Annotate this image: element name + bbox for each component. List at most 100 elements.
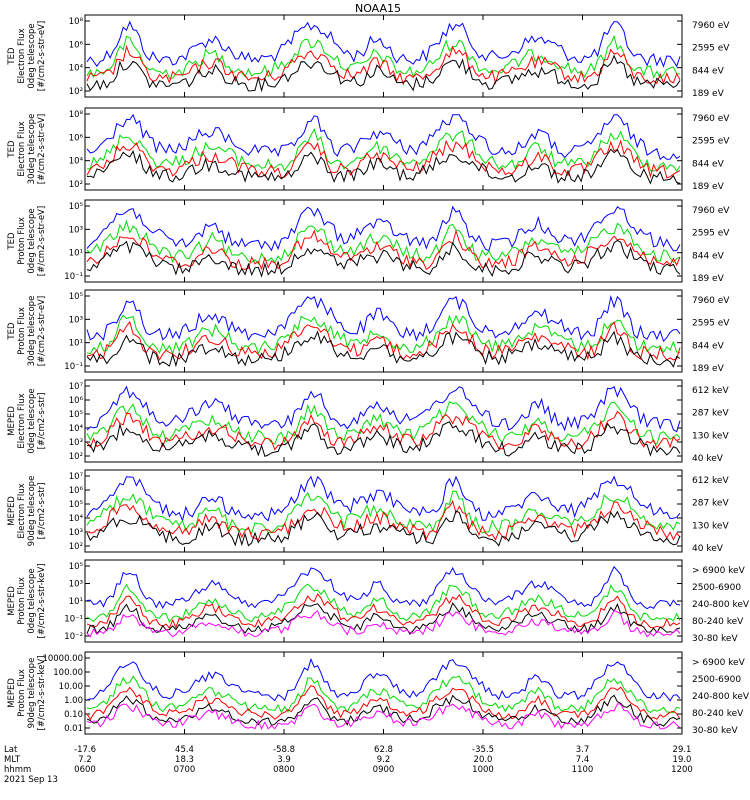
legend-entry: 7960 eV xyxy=(692,114,730,124)
y-tick-label: 10³ xyxy=(69,580,83,590)
series-line xyxy=(86,657,681,702)
panel-frame xyxy=(84,14,683,98)
panel-ylabel-line: [#/cm2-s-str-eV] xyxy=(37,21,47,91)
legend-entry: 844 eV xyxy=(692,341,725,351)
panel-ylabel-line: Proton Flux xyxy=(17,307,27,355)
legend-entry: 2500-6900 xyxy=(692,675,741,685)
y-tick-label: 10⁵ xyxy=(69,562,83,572)
axis-tick-label: -17.6 xyxy=(74,745,96,755)
panel-ylabel-line: 0deg telescope xyxy=(27,388,37,453)
panel-ylabel-line: 0deg telescope xyxy=(27,208,37,273)
axis-tick-label: 18.3 xyxy=(175,755,194,765)
y-tick-label: 0.01 xyxy=(64,724,83,734)
y-tick-label: 10³ xyxy=(69,438,83,448)
panel-ylabel-line: [#/cm2-s-str-keV] xyxy=(37,656,47,731)
panel-ylabel-line: Electron Flux xyxy=(17,393,27,448)
axis-tick-label: 9.2 xyxy=(377,755,391,765)
series-line xyxy=(86,410,681,451)
axis-tick-label: 0800 xyxy=(273,765,295,775)
panel-ylabel-line: Electron Flux xyxy=(17,28,27,83)
axis-tick-label: 62.8 xyxy=(374,745,393,755)
axis-tick-label: 1000 xyxy=(472,765,494,775)
series-line xyxy=(86,54,681,93)
axis-tick-label: 45.4 xyxy=(175,745,194,755)
series-line xyxy=(86,500,681,541)
series-line xyxy=(86,583,681,624)
y-tick-label: 10⁷ xyxy=(69,382,84,392)
legend-entry: 40 keV xyxy=(692,544,724,554)
axis-tick-label: 1100 xyxy=(572,765,594,775)
panel-ylabel-line: Proton Flux xyxy=(17,217,27,265)
axis-row-label: MLT xyxy=(4,755,21,765)
panel-ylabel-line: Electron Flux xyxy=(17,121,27,176)
panel-ylabel-line: TED xyxy=(7,47,17,66)
legend-entry: 7960 eV xyxy=(692,21,730,31)
legend-entry: 287 keV xyxy=(692,499,729,509)
panel-2: TED Electron Flux 30deg telescope [#/cm2-s-… xyxy=(7,107,730,192)
y-tick-label: 10⁸ xyxy=(69,110,84,120)
y-tick-label: 10⁻¹ xyxy=(64,272,83,282)
panel-ylabel-line: [#/cm2-s-str] xyxy=(37,393,47,450)
series-line xyxy=(86,239,681,278)
y-tick-label: 10⁻¹ xyxy=(64,615,83,625)
series-line xyxy=(86,294,681,343)
legend-entry: 130 keV xyxy=(692,431,729,441)
axis-tick-label: 7.2 xyxy=(78,755,92,765)
y-tick-label: 10⁻² xyxy=(64,632,83,642)
series-line xyxy=(86,602,681,635)
panel-ylabel-line: TED xyxy=(7,140,17,159)
y-tick-label: 10² xyxy=(69,542,83,552)
y-tick-label: 10⁷ xyxy=(69,472,84,482)
axis-tick-label: 0700 xyxy=(174,765,196,775)
panel-ylabel-line: MEPED xyxy=(7,406,17,436)
panel-ylabel-line: MEPED xyxy=(7,678,17,708)
legend-entry: 2500-6900 xyxy=(692,583,741,593)
series-line xyxy=(86,205,681,252)
legend-entry: 30-80 keV xyxy=(692,726,738,736)
panel-7: MEPED Proton Flux 0deg telescope [#/cm2-s-s… xyxy=(7,559,750,644)
series-line xyxy=(86,609,681,638)
panel-ylabel-line: [#/cm2-s-str] xyxy=(37,483,47,540)
axis-tick-label: 19.0 xyxy=(673,755,692,765)
y-tick-label: 10⁶ xyxy=(69,133,84,143)
axis-tick-label: 0600 xyxy=(74,765,96,775)
series-line xyxy=(86,219,681,265)
panel-ylabel-line: Electron Flux xyxy=(17,483,27,538)
y-tick-label: 10⁶ xyxy=(69,40,84,50)
series-line xyxy=(86,44,681,86)
axis-tick-label: -35.5 xyxy=(472,745,494,755)
axis-date: 2021 Sep 13 xyxy=(4,775,58,785)
legend-entry: 7960 eV xyxy=(692,206,730,216)
axis-tick-label: 20.0 xyxy=(474,755,493,765)
panel-1: TED Electron Flux 0deg telescope [#/cm2-s-s… xyxy=(7,14,730,99)
series-line xyxy=(86,139,681,179)
series-line xyxy=(86,592,681,630)
series-line xyxy=(86,400,681,445)
legend-entry: 130 keV xyxy=(692,521,729,531)
series-line xyxy=(86,703,681,730)
legend-entry: 844 eV xyxy=(692,159,725,169)
axis-row-label: hhmm xyxy=(4,765,31,775)
axis-tick-label: 29.1 xyxy=(673,745,692,755)
y-tick-label: 10³ xyxy=(69,315,83,325)
panel-ylabel-line: TED xyxy=(7,322,17,341)
y-tick-label: 10¹ xyxy=(69,597,83,607)
panel-ylabel-line: 0deg telescope xyxy=(27,568,37,633)
legend-entry: 80-240 keV xyxy=(692,617,744,627)
legend-entry: 30-80 keV xyxy=(692,634,738,644)
legend-entry: > 6900 keV xyxy=(692,658,746,668)
legend-entry: 844 eV xyxy=(692,251,725,261)
series-line xyxy=(86,330,681,368)
axis-tick-label: 0900 xyxy=(373,765,395,775)
panel-ylabel-line: Proton Flux xyxy=(17,577,27,625)
legend-entry: 844 eV xyxy=(692,66,725,76)
legend-entry: 7960 eV xyxy=(692,296,730,306)
panels-group: TED Electron Flux 0deg telescope [#/cm2-s-s… xyxy=(7,14,750,736)
series-line xyxy=(86,475,681,522)
legend-entry: 240-800 keV xyxy=(692,692,750,702)
axis-row-label: Lat xyxy=(4,745,18,755)
legend-entry: 80-240 keV xyxy=(692,709,744,719)
legend-entry: 2595 eV xyxy=(692,229,730,239)
y-tick-label: 10³ xyxy=(69,528,83,538)
